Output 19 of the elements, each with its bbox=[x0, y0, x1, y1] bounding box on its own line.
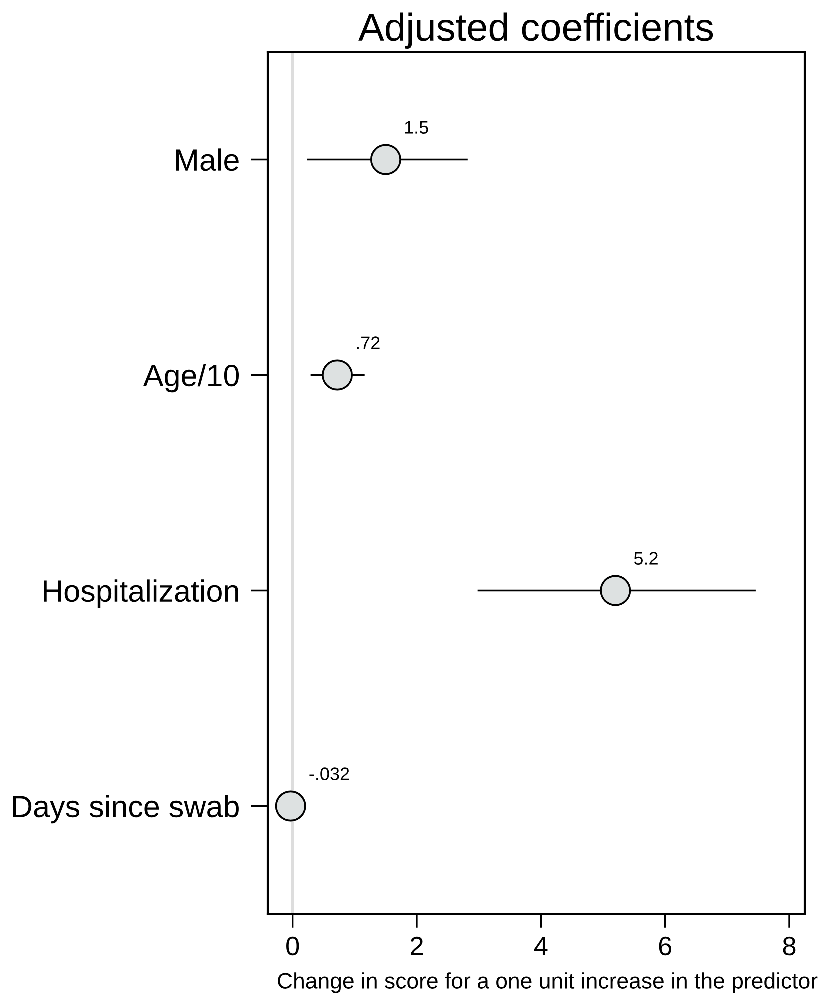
point bbox=[322, 360, 354, 391]
point bbox=[600, 575, 632, 606]
y-tick-label: Male bbox=[176, 148, 239, 172]
x-tick-label: 0 bbox=[286, 936, 300, 956]
x-tick-label: 2 bbox=[410, 936, 424, 956]
x-axis-title: Change in score for a one unit increase in the predictor bbox=[278, 972, 818, 994]
data-label: 1.5 bbox=[405, 121, 428, 134]
y-tick-label: Days since swab bbox=[13, 795, 239, 824]
x-tick-label: 4 bbox=[534, 937, 548, 956]
data-label: .72 bbox=[357, 336, 380, 350]
chart-title: Adjusted coefficients bbox=[358, 12, 714, 49]
x-tick-label: 6 bbox=[659, 936, 672, 956]
x-tick-label: 8 bbox=[783, 936, 796, 956]
point bbox=[370, 144, 402, 176]
data-label: 5.2 bbox=[634, 552, 658, 565]
data-label: -.032 bbox=[310, 768, 350, 780]
y-tick-label: Age/10 bbox=[143, 364, 240, 393]
point bbox=[275, 790, 306, 822]
y-tick-label: Hospitalization bbox=[44, 580, 238, 608]
